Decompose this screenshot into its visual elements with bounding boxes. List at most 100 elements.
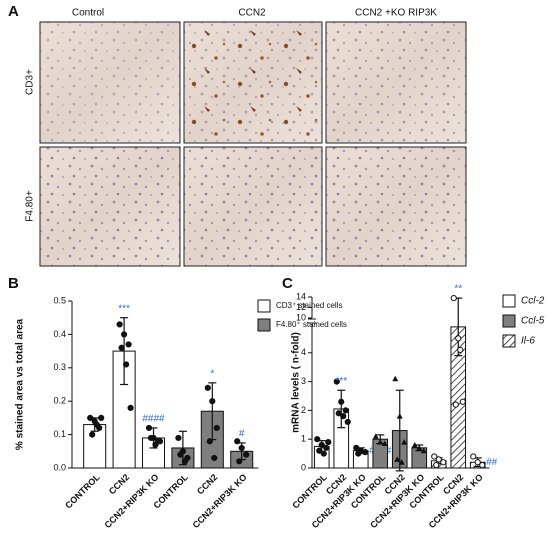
data-point (123, 361, 130, 368)
data-point (238, 444, 245, 452)
data-point (333, 378, 340, 385)
legend-swatch (257, 299, 271, 313)
data-point (152, 441, 159, 448)
y-axis-label: % stained area vs total area (15, 318, 26, 450)
data-point (435, 456, 442, 463)
data-point (342, 407, 349, 414)
significance-label: #### (142, 414, 165, 425)
data-point (401, 439, 408, 445)
data-point (377, 439, 384, 445)
data-point (125, 341, 132, 348)
row-label: F4.80+ (25, 190, 36, 222)
y-tick-label: 0.0 (53, 462, 66, 472)
y-tick-label: 0.2 (53, 396, 66, 406)
legend-swatch (257, 318, 271, 332)
data-point (156, 438, 164, 445)
y-tick-label: 2 (301, 405, 306, 415)
data-point (479, 462, 486, 469)
data-point (213, 424, 220, 432)
y-tick-label: 3 (301, 376, 306, 386)
micrograph-nuclei (325, 21, 467, 144)
data-point (98, 414, 105, 421)
legend-swatch (502, 294, 516, 308)
y-tick-label: 0 (301, 462, 306, 472)
legend-swatch (502, 334, 516, 348)
data-point (450, 294, 457, 302)
significance-label: ## (486, 457, 498, 468)
x-tick-label: CCN2+RIP3K KO (102, 472, 160, 530)
data-point (398, 459, 405, 465)
y-tick-label: 4 (301, 347, 306, 357)
data-point (392, 375, 399, 382)
data-point (420, 447, 427, 454)
data-point (396, 413, 403, 419)
x-tick-label: CCN2+RIP3K KO (191, 472, 249, 530)
data-point (320, 450, 327, 457)
data-point (145, 424, 153, 432)
data-point (243, 451, 250, 458)
significance-label: ** (454, 284, 462, 295)
data-point (323, 444, 330, 451)
micrograph-nuclei (39, 146, 181, 267)
y-tick-label: 10 (296, 312, 306, 322)
y-axis-label: mRNA levels ( n-fold) (291, 332, 302, 433)
significance-label: * (210, 368, 214, 379)
micrograph-nuclei (325, 146, 467, 267)
y-tick-label: 1 (301, 434, 306, 444)
data-point (318, 441, 325, 449)
data-point (314, 436, 321, 443)
data-point (181, 458, 188, 465)
legend-swatch (502, 314, 516, 328)
data-point (457, 346, 464, 354)
x-tick-label: CCN2 (107, 472, 131, 496)
data-point (353, 444, 360, 451)
column-header: CCN2 +KO RIP3K (355, 8, 437, 19)
x-tick-label: CONTROL (63, 472, 102, 511)
legend-label: Il-6 (521, 336, 535, 347)
column-header: CCN2 (238, 8, 266, 19)
y-tick-label: 12 (296, 302, 306, 312)
panel-label: A (8, 3, 19, 20)
data-point (121, 331, 128, 338)
y-tick-label: 0.5 (53, 295, 66, 305)
micrograph-stain (183, 21, 323, 144)
data-point (175, 434, 182, 442)
data-point (431, 453, 438, 460)
data-point (89, 431, 96, 438)
row-label: CD3+ (25, 69, 36, 95)
column-header: Control (72, 8, 104, 19)
data-point (147, 434, 155, 442)
data-point (335, 410, 342, 417)
data-point (394, 456, 401, 462)
data-point (362, 449, 369, 456)
data-point (455, 335, 462, 342)
data-point (177, 451, 184, 458)
micrograph-nuclei (39, 21, 181, 144)
data-point (452, 401, 459, 408)
data-point (204, 384, 211, 391)
data-point (127, 404, 134, 411)
panel-label: C (282, 275, 293, 292)
data-point (236, 458, 243, 465)
data-point (93, 421, 100, 428)
data-point (209, 398, 216, 405)
legend-label: CD3⁺ stained cells (276, 301, 342, 310)
data-point (470, 453, 477, 460)
data-point (381, 440, 388, 447)
x-tick-label: CCN2 (195, 472, 219, 496)
y-tick-label: 14 (296, 291, 306, 301)
data-point (87, 414, 94, 421)
legend-label: F4.80⁺ stained cells (276, 320, 347, 329)
data-point (440, 459, 447, 466)
x-tick-label: CONTROL (290, 472, 329, 511)
micrograph-nuclei (183, 146, 323, 267)
data-point (338, 398, 345, 405)
data-point (118, 344, 125, 351)
significance-label: *** (118, 303, 130, 314)
y-tick-label: 0.4 (53, 329, 66, 339)
data-point (206, 438, 213, 445)
significance-label: *** (335, 376, 347, 387)
data-point (355, 450, 362, 457)
data-point (316, 447, 323, 454)
